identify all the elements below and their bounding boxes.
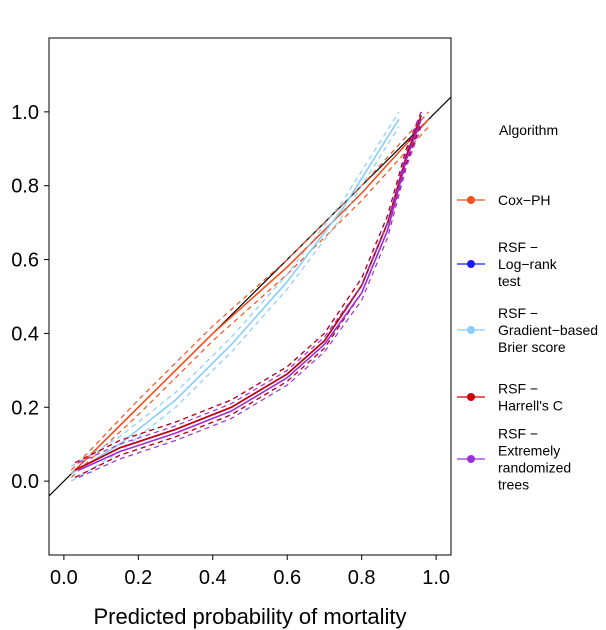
x-tick-label: 0.2: [124, 567, 152, 589]
series-upper-bound: [70, 111, 430, 471]
y-tick-label: 1.0: [11, 102, 39, 124]
series-line: [74, 115, 422, 471]
legend-title: Algorithm: [499, 122, 558, 138]
legend-label: RSF − Harrell's C: [498, 381, 563, 414]
plot-frame: [48, 37, 452, 556]
y-tick-label: 0.4: [11, 323, 39, 345]
x-axis: 0.0 0.2 0.4 0.6 0.8 1.0: [50, 555, 450, 589]
legend-swatch-dot: [467, 393, 475, 401]
series-group: [78, 111, 422, 478]
legend-item: RSF − Log−rank test: [457, 239, 558, 289]
y-tick-label: 0.0: [11, 471, 39, 493]
x-tick-label: 1.0: [422, 567, 450, 589]
y-axis: 0.0 0.2 0.4 0.6 0.8 1.0: [11, 102, 49, 493]
series-lower-bound: [74, 122, 422, 478]
legend-item: RSF − Extremely randomized trees: [457, 426, 571, 493]
legend-label: RSF − Gradient−based Brier score: [498, 305, 598, 355]
y-tick-label: 0.8: [11, 176, 39, 198]
y-tick-label: 0.2: [11, 397, 39, 419]
x-tick-label: 0.6: [273, 567, 301, 589]
series-line: [74, 115, 422, 471]
legend-swatch-dot: [467, 196, 475, 204]
legend-label: RSF − Extremely randomized trees: [498, 426, 571, 493]
series-lower-bound: [78, 126, 422, 478]
x-tick-label: 0.8: [348, 567, 376, 589]
series-group: [70, 111, 430, 478]
series-line: [70, 118, 400, 475]
series-upper-bound: [74, 111, 422, 464]
legend-item: Cox−PH: [457, 192, 551, 208]
series-line: [70, 118, 430, 475]
legend-label: RSF − Log−rank test: [498, 239, 558, 289]
y-tick-label: 0.6: [11, 250, 39, 272]
legend: Cox−PH RSF − Log−rank test RSF − Gradient−bas…: [457, 192, 598, 493]
legend-swatch-dot: [467, 260, 475, 268]
legend-label: Cox−PH: [498, 192, 551, 208]
series-upper-bound: [78, 111, 422, 464]
series-lower-bound: [70, 126, 430, 478]
x-axis-title: Predicted probability of mortality: [93, 604, 406, 629]
x-tick-label: 0.4: [199, 567, 227, 589]
series-upper-bound: [70, 111, 400, 467]
x-tick-label: 0.0: [50, 567, 78, 589]
series-lower-bound: [74, 122, 422, 478]
legend-item: RSF − Harrell's C: [457, 381, 563, 414]
series-layer: [49, 96, 451, 497]
series-line: [78, 118, 422, 471]
series-upper-bound: [74, 111, 422, 464]
legend-item: RSF − Gradient−based Brier score: [457, 305, 598, 355]
legend-swatch-dot: [467, 455, 475, 463]
legend-swatch-dot: [467, 326, 475, 334]
